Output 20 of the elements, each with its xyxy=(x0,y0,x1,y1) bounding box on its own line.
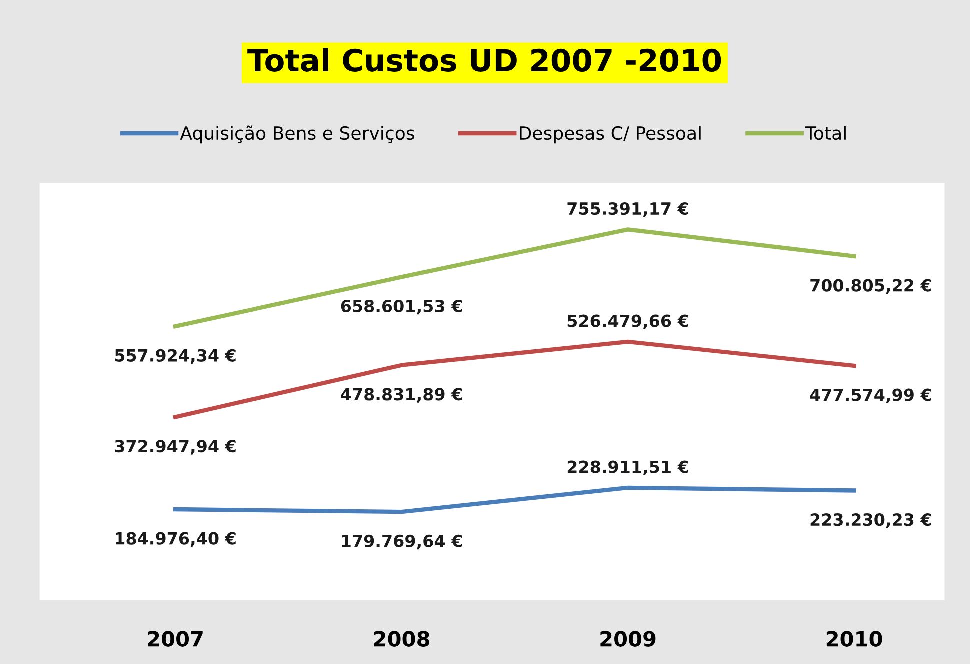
chart-title: Total Custos UD 2007 -2010 xyxy=(248,48,722,72)
data-label: 526.479,66 € xyxy=(568,314,688,330)
data-label: 184.976,40 € xyxy=(116,532,236,548)
data-label: 228.911,51 € xyxy=(568,460,688,476)
data-label: 658.601,53 € xyxy=(341,300,462,315)
x-tick-label: 2007 xyxy=(148,631,203,647)
x-tick-label: 2009 xyxy=(600,631,656,647)
legend-label: Aquisição Bens e Serviços xyxy=(180,126,414,144)
data-label: 755.391,17 € xyxy=(568,202,688,218)
data-label: 478.831,89 € xyxy=(341,388,462,403)
legend-label: Total xyxy=(805,126,846,140)
data-label: 179.769,64 € xyxy=(342,534,462,550)
data-label: 372.947,94 € xyxy=(115,440,236,455)
legend-label: Despesas C/ Pessoal xyxy=(520,126,701,144)
x-tick-label: 2008 xyxy=(374,631,430,647)
data-label: 700.805,22 € xyxy=(810,279,932,294)
data-label: 557.924,34 € xyxy=(115,349,236,364)
x-tick-label: 2010 xyxy=(826,631,882,647)
data-label: 223.230,23 € xyxy=(810,514,932,528)
data-label: 477.574,99 € xyxy=(810,388,932,404)
